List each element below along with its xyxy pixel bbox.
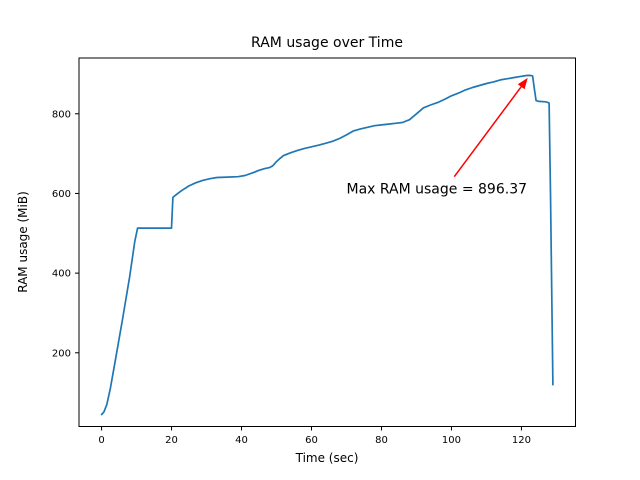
- ram-usage-line: [100, 74, 554, 416]
- x-tick-label: 40: [235, 435, 248, 446]
- annotation-arrow-line: [453, 83, 525, 178]
- y-tick-label: 800: [52, 109, 71, 120]
- annotation-arrowhead-icon: [517, 77, 528, 90]
- x-axis-ticks: 0 20 40 60 80 100 120: [98, 426, 531, 446]
- chart-title: RAM usage over Time: [251, 35, 403, 51]
- plot-area-border: [78, 57, 576, 427]
- y-tick-label: 200: [52, 348, 71, 359]
- x-tick-label: 0: [98, 435, 104, 446]
- x-tick-label: 100: [442, 435, 461, 446]
- x-tick-label: 20: [165, 435, 178, 446]
- y-tick-label: 400: [52, 269, 71, 280]
- x-tick-label: 60: [305, 435, 318, 446]
- y-axis-label: RAM usage (MiB): [16, 191, 30, 293]
- series-group: [100, 74, 554, 416]
- y-tick-label: 600: [52, 189, 71, 200]
- annotation-text: Max RAM usage = 896.37: [346, 181, 527, 197]
- x-tick-label: 80: [375, 435, 388, 446]
- x-tick-label: 120: [512, 435, 531, 446]
- x-axis-label: Time (sec): [295, 451, 359, 465]
- y-axis-ticks: 200 400 600 800: [52, 109, 79, 359]
- max-annotation: Max RAM usage = 896.37: [346, 77, 528, 197]
